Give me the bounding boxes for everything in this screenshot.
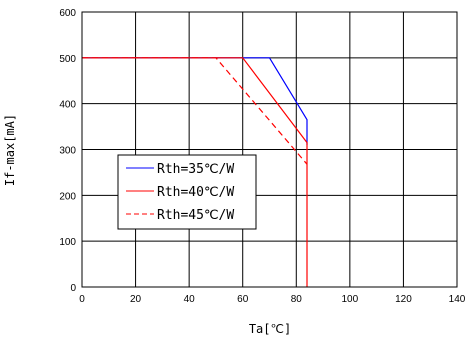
x-axis-label: Ta[℃] [249,322,291,336]
legend-label-rth40: Rth=40℃/W [157,185,234,200]
x-tick-label: 120 [395,294,412,305]
x-tick-label: 100 [342,294,359,305]
y-tick-label: 0 [70,283,76,294]
x-tick-label: 140 [449,294,466,305]
y-tick-label: 400 [59,100,76,111]
y-tick-label: 500 [59,54,76,65]
y-tick-label: 300 [59,146,76,157]
x-tick-label: 80 [291,294,303,305]
tick-labels: 0 20 40 60 80 100 120 140 0 100 200 300 400 500 600 [59,8,465,305]
x-tick-label: 40 [184,294,196,305]
series-line-rth35 [82,57,308,145]
y-tick-label: 100 [59,237,76,248]
legend-label-rth45: Rth=45℃/W [157,208,234,223]
grid [81,11,458,288]
y-tick-label: 200 [59,191,76,202]
x-tick-label: 20 [130,294,142,305]
x-tick-label: 0 [79,294,85,305]
y-axis-label: If-max[mA] [3,114,17,186]
series-line-rth45 [82,57,308,165]
plot-frame [81,11,458,288]
series-layer [82,57,308,287]
y-tick-label: 600 [59,8,76,19]
legend: Rth=35℃/W Rth=40℃/W Rth=45℃/W [117,154,257,230]
legend-label-rth35: Rth=35℃/W [157,162,234,177]
legend-box [117,154,257,230]
x-tick-label: 60 [237,294,249,305]
